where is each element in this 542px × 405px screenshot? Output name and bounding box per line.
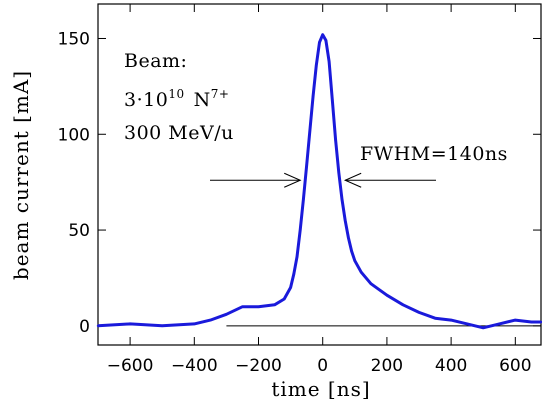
data-point <box>128 322 132 326</box>
annotation-energy: 300 MeV/u <box>124 122 234 144</box>
data-point <box>209 318 212 322</box>
data-point <box>514 318 517 322</box>
data-point <box>385 293 389 297</box>
data-point <box>465 322 469 326</box>
x-tick-label: −600 <box>107 356 154 376</box>
data-point <box>498 322 501 326</box>
data-point <box>449 318 453 322</box>
annotation-ion-prefix: 3·10 <box>124 89 168 111</box>
data-point <box>331 98 334 101</box>
data-point <box>96 324 100 328</box>
data-point <box>417 311 421 314</box>
data-point <box>282 297 286 301</box>
annotation-layer: Beam: 3·1010 N7+ 300 MeV/u FWHM=140ns <box>124 50 508 188</box>
data-point <box>308 129 312 132</box>
data-point <box>360 271 363 274</box>
data-point <box>482 326 485 329</box>
annotation-ion-count: 3·1010 N7+ <box>124 87 229 111</box>
data-point <box>311 94 315 98</box>
data-point <box>401 303 405 306</box>
y-axis-label: beam current [mA] <box>9 70 33 280</box>
x-tick-label: 0 <box>317 356 328 376</box>
data-point <box>530 320 533 324</box>
x-tick-label: 200 <box>371 356 403 376</box>
data-point <box>292 272 296 276</box>
data-point <box>343 219 347 222</box>
data-point <box>257 305 260 308</box>
data-point <box>337 171 340 174</box>
data-point <box>350 249 353 253</box>
x-axis-label: time [ns] <box>271 377 370 401</box>
data-point <box>340 198 344 201</box>
fwhm-arrow-left-head <box>284 172 302 188</box>
y-tick-label: 100 <box>58 125 90 145</box>
y-tick-label: 150 <box>58 29 90 49</box>
data-point <box>289 286 292 289</box>
data-point <box>347 236 350 239</box>
data-point <box>305 163 308 167</box>
data-point <box>334 138 337 142</box>
y-tick-label: 0 <box>79 317 90 337</box>
data-point <box>369 282 373 285</box>
y-tick-label: 50 <box>68 221 90 241</box>
x-tick-label: −200 <box>235 356 282 376</box>
data-layer <box>96 33 542 330</box>
data-point <box>353 259 357 262</box>
data-point <box>241 305 244 308</box>
data-point <box>273 303 276 306</box>
annotation-ion-species: N <box>194 89 211 111</box>
series-line <box>97 33 541 330</box>
annotation-fwhm: FWHM=140ns <box>360 143 508 165</box>
data-point <box>299 228 302 232</box>
data-point <box>193 322 196 326</box>
annotation-beam-label: Beam: <box>124 50 187 72</box>
annotation-ion-exponent: 10 <box>168 87 184 101</box>
x-tick-label: 400 <box>435 356 467 376</box>
data-point <box>295 255 299 259</box>
plot-frame-layer <box>97 3 542 346</box>
data-point <box>161 324 164 328</box>
x-tick-label: −400 <box>171 356 218 376</box>
axis-titles-layer: time [ns] beam current [mA] <box>9 70 370 401</box>
annotation-ion-charge: 7+ <box>211 87 230 101</box>
data-point <box>324 39 328 42</box>
data-point <box>539 320 542 324</box>
data-point <box>327 60 331 63</box>
data-point <box>433 316 437 320</box>
data-point <box>315 64 318 67</box>
ticks-layer: −600 −400 −200 0 200 400 600 0 50 100 150 <box>58 4 541 376</box>
data-point <box>302 198 305 201</box>
data-point <box>318 41 321 44</box>
fwhm-arrow-right-head <box>343 172 362 188</box>
data-point <box>321 33 324 36</box>
x-tick-label: 600 <box>499 356 531 376</box>
plot-frame <box>97 3 542 346</box>
data-point <box>225 313 228 316</box>
